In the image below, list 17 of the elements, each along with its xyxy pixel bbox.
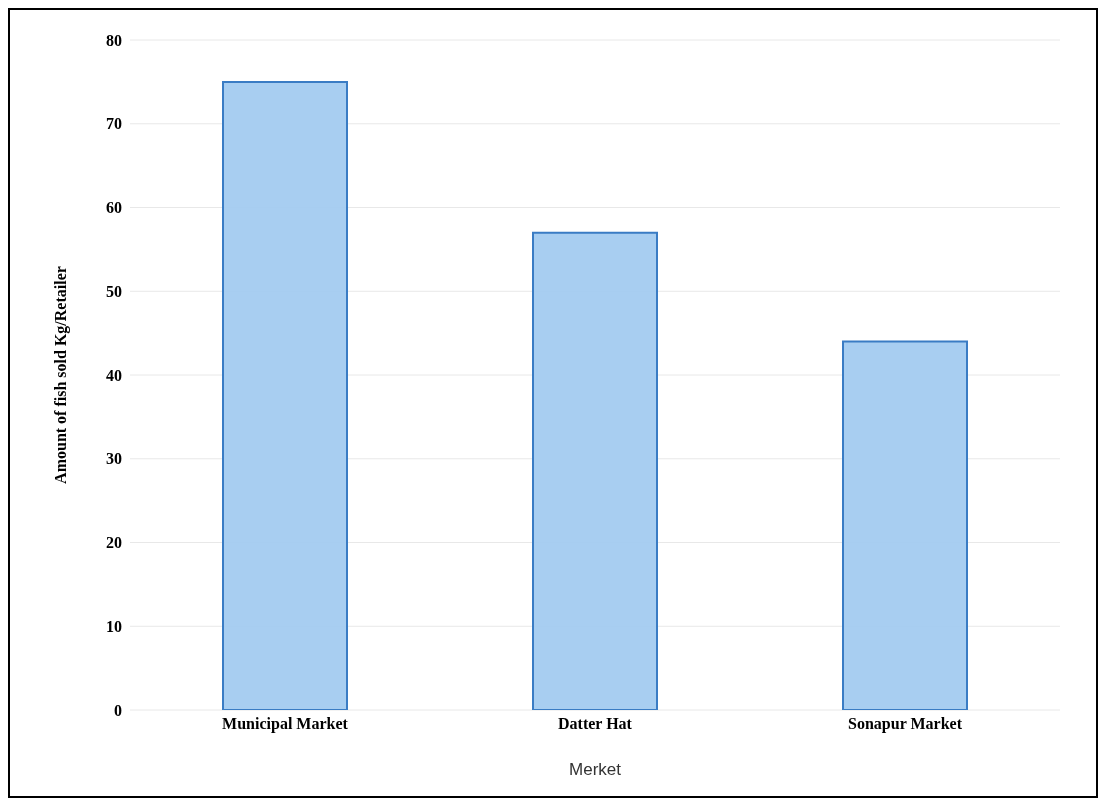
y-tick-label: 70: [106, 115, 122, 133]
y-tick-label: 80: [106, 31, 122, 49]
bar: [842, 340, 968, 710]
y-axis-title: Amount of fish sold Kg/Retailer: [51, 266, 70, 484]
y-tick-label: 10: [106, 617, 122, 635]
y-tick-label: 50: [106, 282, 122, 300]
y-tick-label: 20: [106, 534, 122, 552]
y-tick-label: 60: [106, 199, 122, 217]
bar: [222, 80, 348, 710]
x-tick-label: Datter Hat: [558, 715, 633, 733]
y-tick-label: 40: [106, 366, 122, 384]
y-tick-label: 30: [106, 450, 122, 468]
x-tick-label: Municipal Market: [222, 715, 349, 734]
x-tick-label: Sonapur Market: [848, 715, 963, 734]
bar: [532, 231, 658, 710]
x-axis-title: Merket: [569, 760, 622, 779]
y-tick-label: 0: [114, 701, 122, 719]
